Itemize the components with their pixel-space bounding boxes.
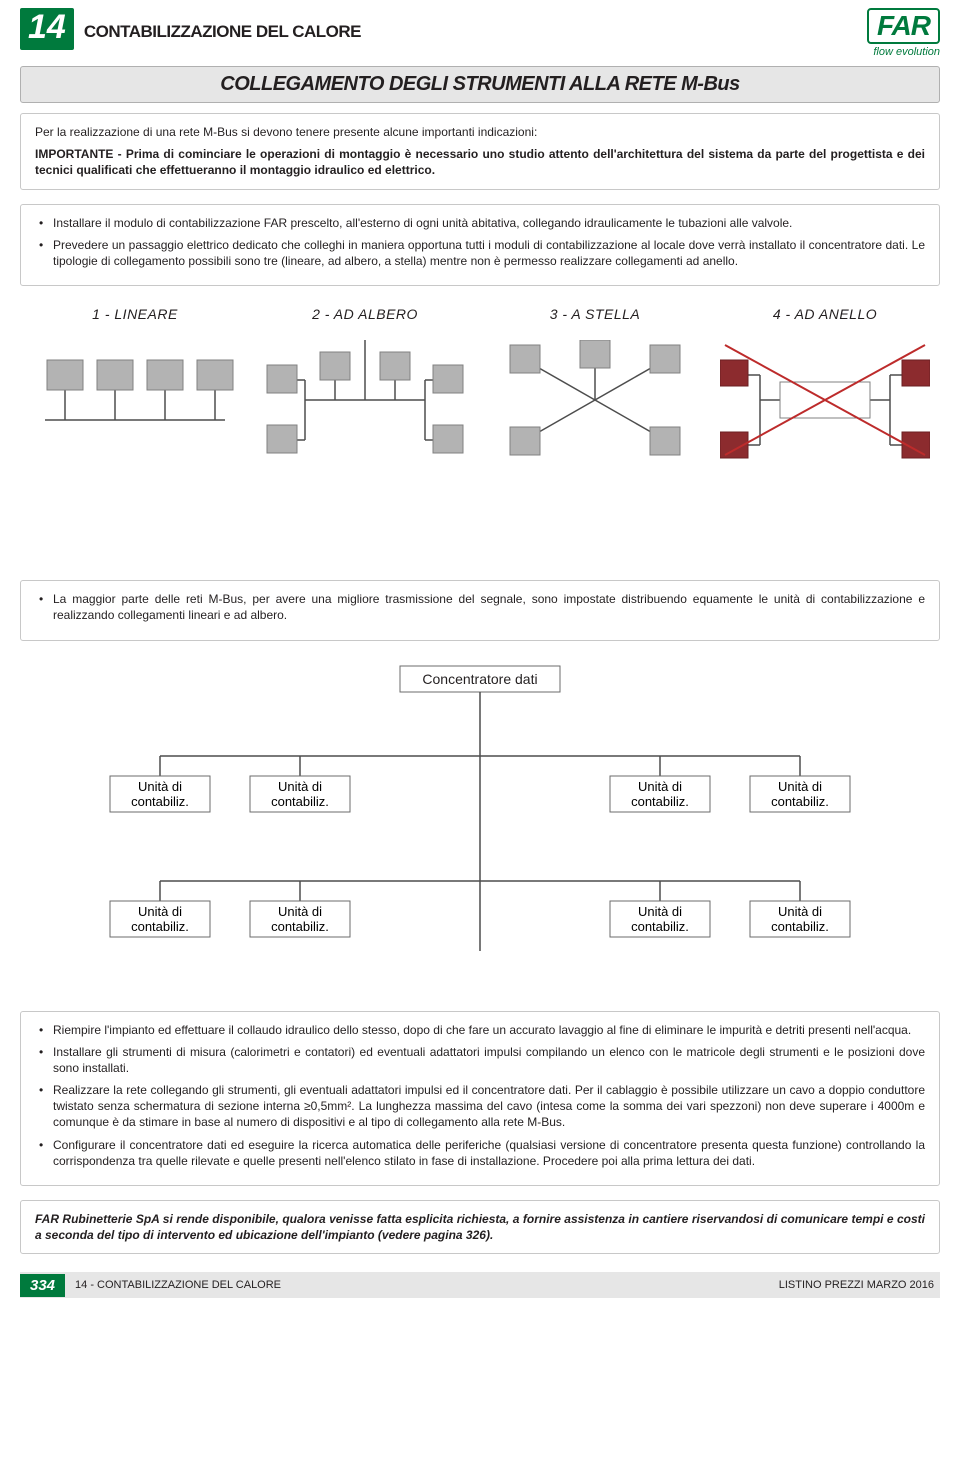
org-chart-svg: Concentratore dati Unità di contabiliz. … bbox=[40, 661, 920, 981]
intro-strong: IMPORTANTE - Prima di cominciare le oper… bbox=[35, 147, 925, 177]
stella-diagram bbox=[495, 340, 695, 460]
org-leaf: Unità di contabiliz. bbox=[610, 776, 710, 812]
svg-text:contabiliz.: contabiliz. bbox=[771, 794, 829, 809]
middle-note-box: La maggior parte delle reti M-Bus, per a… bbox=[20, 580, 940, 640]
bullet-item: Installare gli strumenti di misura (calo… bbox=[35, 1044, 925, 1076]
brand-logo: FAR flow evolution bbox=[867, 8, 940, 58]
org-root-label: Concentratore dati bbox=[422, 671, 537, 687]
footer-right-label: LISTINO PREZZI MARZO 2016 bbox=[767, 1272, 940, 1298]
org-leaf: Unità di contabiliz. bbox=[610, 901, 710, 937]
topology-title: 3 - A STELLA bbox=[490, 306, 700, 322]
footer-page-number: 334 bbox=[20, 1274, 65, 1297]
org-leaf: Unità di contabiliz. bbox=[750, 901, 850, 937]
svg-text:contabiliz.: contabiliz. bbox=[631, 919, 689, 934]
bullet-item: Configurare il concentratore dati ed ese… bbox=[35, 1137, 925, 1169]
org-leaf: Unità di contabiliz. bbox=[110, 901, 210, 937]
page-number-badge: 14 bbox=[20, 8, 74, 50]
svg-text:contabiliz.: contabiliz. bbox=[631, 794, 689, 809]
page-header: 14 CONTABILIZZAZIONE DEL CALORE FAR flow… bbox=[20, 0, 940, 58]
svg-text:contabiliz.: contabiliz. bbox=[771, 919, 829, 934]
svg-text:contabiliz.: contabiliz. bbox=[271, 794, 329, 809]
svg-text:Unità di: Unità di bbox=[778, 904, 822, 919]
bullet-item: Realizzare la rete collegando gli strume… bbox=[35, 1082, 925, 1131]
org-leaf: Unità di contabiliz. bbox=[250, 776, 350, 812]
bullet-item: Installare il modulo di contabilizzazion… bbox=[35, 215, 925, 231]
topology-row: 1 - LINEARE 2 - AD ALBERO bbox=[30, 306, 930, 460]
lineare-diagram bbox=[35, 340, 235, 460]
section-title: CONTABILIZZAZIONE DEL CALORE bbox=[84, 22, 361, 42]
logo-text: FAR bbox=[867, 8, 940, 44]
org-chart: Concentratore dati Unità di contabiliz. … bbox=[20, 661, 940, 981]
bullet-item: Riempire l'impianto ed effettuare il col… bbox=[35, 1022, 925, 1038]
svg-text:Unità di: Unità di bbox=[778, 779, 822, 794]
svg-text:contabiliz.: contabiliz. bbox=[131, 919, 189, 934]
albero-diagram bbox=[265, 340, 465, 460]
footer-section-label: 14 - CONTABILIZZAZIONE DEL CALORE bbox=[75, 1279, 281, 1291]
topology-title: 4 - AD ANELLO bbox=[720, 306, 930, 322]
bullets-box-2: Riempire l'impianto ed effettuare il col… bbox=[20, 1011, 940, 1187]
svg-text:Unità di: Unità di bbox=[138, 779, 182, 794]
svg-text:Unità di: Unità di bbox=[138, 904, 182, 919]
footer-left: 334 14 - CONTABILIZZAZIONE DEL CALORE bbox=[20, 1272, 767, 1298]
svg-text:contabiliz.: contabiliz. bbox=[131, 794, 189, 809]
topology-stella: 3 - A STELLA bbox=[490, 306, 700, 460]
anello-diagram bbox=[720, 340, 930, 460]
svg-text:Unità di: Unità di bbox=[638, 904, 682, 919]
topology-lineare: 1 - LINEARE bbox=[30, 306, 240, 460]
intro-lead: Per la realizzazione di una rete M-Bus s… bbox=[35, 124, 925, 140]
bullet-item: Prevedere un passaggio elettrico dedicat… bbox=[35, 237, 925, 269]
svg-text:Unità di: Unità di bbox=[278, 904, 322, 919]
middle-note: La maggior parte delle reti M-Bus, per a… bbox=[35, 591, 925, 623]
bottom-note-box: FAR Rubinetterie SpA si rende disponibil… bbox=[20, 1200, 940, 1254]
logo-subtitle: flow evolution bbox=[873, 46, 940, 58]
topology-anello: 4 - AD ANELLO bbox=[720, 306, 930, 460]
svg-text:contabiliz.: contabiliz. bbox=[271, 919, 329, 934]
svg-text:Unità di: Unità di bbox=[278, 779, 322, 794]
intro-box: Per la realizzazione di una rete M-Bus s… bbox=[20, 113, 940, 190]
topology-title: 1 - LINEARE bbox=[30, 306, 240, 322]
bottom-note: FAR Rubinetterie SpA si rende disponibil… bbox=[35, 1211, 925, 1243]
org-leaf: Unità di contabiliz. bbox=[750, 776, 850, 812]
header-left: 14 CONTABILIZZAZIONE DEL CALORE bbox=[20, 8, 361, 50]
page-footer: 334 14 - CONTABILIZZAZIONE DEL CALORE LI… bbox=[20, 1270, 940, 1298]
org-leaf: Unità di contabiliz. bbox=[110, 776, 210, 812]
topology-albero: 2 - AD ALBERO bbox=[260, 306, 470, 460]
topology-title: 2 - AD ALBERO bbox=[260, 306, 470, 322]
bullets-box-1: Installare il modulo di contabilizzazion… bbox=[20, 204, 940, 287]
page-banner-title: COLLEGAMENTO DEGLI STRUMENTI ALLA RETE M… bbox=[20, 66, 940, 103]
svg-text:Unità di: Unità di bbox=[638, 779, 682, 794]
org-leaf: Unità di contabiliz. bbox=[250, 901, 350, 937]
